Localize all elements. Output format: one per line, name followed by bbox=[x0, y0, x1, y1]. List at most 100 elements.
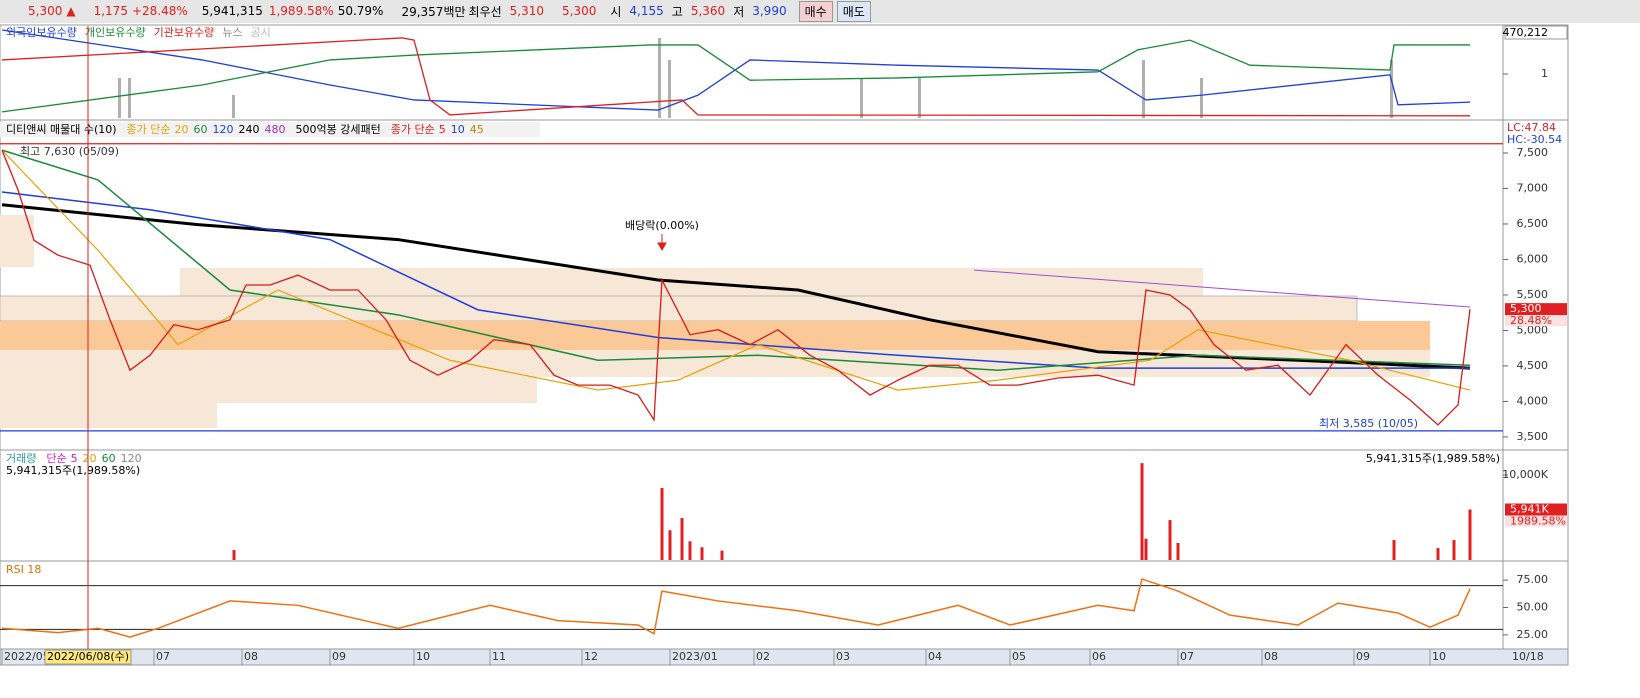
series-line bbox=[1, 39, 1470, 113]
info-left: 5,941,315주(1,989.58%) bbox=[6, 464, 140, 477]
legend-label: 45 bbox=[470, 123, 484, 136]
volume-bar bbox=[688, 541, 692, 560]
volume: 5,941,315 bbox=[201, 4, 263, 18]
legend-label: 60 bbox=[194, 123, 208, 136]
news-bar bbox=[1390, 60, 1393, 118]
x-axis-bg bbox=[0, 648, 1569, 666]
arrow: ▲ bbox=[66, 4, 76, 18]
series-line bbox=[973, 269, 1471, 308]
legend-label: 20 bbox=[83, 452, 97, 465]
amount: 29,357백만 bbox=[401, 4, 466, 19]
legend-label: 240 bbox=[239, 123, 260, 136]
x-tick-label: 02 bbox=[756, 650, 770, 663]
news-bar bbox=[1142, 60, 1145, 118]
volume-profile bbox=[0, 215, 1430, 428]
news-bar bbox=[118, 78, 121, 118]
y-tick-label: 4,000 bbox=[1517, 394, 1549, 407]
ex-dividend-label: 배당락(0.00%) bbox=[625, 219, 699, 232]
change-tag-bg bbox=[1505, 315, 1567, 327]
buy-button[interactable]: 매수 bbox=[798, 0, 833, 22]
volume-bar bbox=[660, 488, 664, 560]
volume-bar bbox=[1468, 509, 1472, 560]
last-tag-change: 28.48% bbox=[1510, 314, 1552, 327]
legend-label: 500억봉 강세패턴 bbox=[296, 123, 381, 136]
news-bar bbox=[232, 95, 235, 118]
best-label: 최우선 bbox=[468, 4, 502, 19]
open: 4,155 bbox=[629, 4, 664, 18]
cursor-label-bg bbox=[44, 649, 132, 665]
volume-bar bbox=[700, 547, 704, 560]
x-tick-label: 06 bbox=[1092, 650, 1106, 663]
news-bar bbox=[668, 60, 671, 118]
profile-band bbox=[0, 321, 1430, 350]
news-bar bbox=[918, 78, 921, 118]
y-tick-label: 50.00 bbox=[1517, 601, 1549, 614]
x-tick-label: 10 bbox=[416, 650, 430, 663]
legend-label: 10 bbox=[451, 123, 465, 136]
profile-band bbox=[0, 403, 217, 428]
price: 5,300 bbox=[28, 4, 63, 18]
lc-label: LC:47.84 bbox=[1507, 121, 1556, 134]
last-tag bbox=[1505, 503, 1567, 516]
x-tick-label: 09 bbox=[1356, 650, 1370, 663]
sell-button[interactable]: 매도 bbox=[836, 0, 871, 22]
volume-pct: 1,989.58% bbox=[268, 4, 334, 18]
legend-bg bbox=[0, 122, 540, 137]
low-label: 최저 3,585 (10/05) bbox=[1319, 417, 1418, 430]
change: 1,175 bbox=[93, 4, 128, 18]
ratio: 50.79% bbox=[337, 4, 384, 18]
volume-bar bbox=[1144, 538, 1148, 560]
series-line bbox=[1, 578, 1471, 638]
x-tick-label: 04 bbox=[928, 650, 942, 663]
top-label: 470,212 bbox=[1503, 26, 1549, 39]
legend-label: 5 bbox=[439, 123, 446, 136]
news-bar bbox=[658, 38, 661, 118]
volume-bar bbox=[1168, 520, 1172, 560]
legend-label: 단순 bbox=[46, 452, 66, 465]
series-line bbox=[1, 149, 1471, 371]
top-label-bg bbox=[1504, 25, 1568, 40]
legend-label: 5 bbox=[71, 452, 78, 465]
x-tick-label: 08 bbox=[244, 650, 258, 663]
volume-bar bbox=[1436, 548, 1440, 560]
x-tick-label: 08 bbox=[1264, 650, 1278, 663]
y-tick-label: 10,000K bbox=[1502, 468, 1548, 481]
series-line bbox=[1, 203, 1471, 370]
y-tick-label: 7,000 bbox=[1517, 181, 1549, 194]
y-tick-label: 7,500 bbox=[1517, 146, 1549, 159]
last-tag-label: 5,300 bbox=[1510, 302, 1542, 315]
news-bar bbox=[860, 78, 863, 118]
bid: 5,300 bbox=[562, 4, 597, 18]
y-tick-label: 6,500 bbox=[1517, 217, 1549, 230]
legend-label: 기관보유수량 bbox=[154, 26, 215, 39]
volume-bar bbox=[1140, 463, 1144, 560]
hc-label: HC:-30.54 bbox=[1507, 133, 1562, 146]
series-line bbox=[1, 29, 1471, 111]
legend-label: 거래량 bbox=[6, 452, 36, 465]
volume-bar bbox=[232, 549, 236, 560]
high-label: 최고 7,630 (05/09) bbox=[20, 145, 119, 158]
x-tick-label: 07 bbox=[156, 650, 170, 663]
news-bars bbox=[118, 38, 1393, 118]
volume-bar bbox=[720, 550, 724, 560]
ex-dividend-arrow bbox=[657, 234, 667, 252]
toolbar: 5,300 ▲ 1,175 +28.48% 5,941,315 1,989.58… bbox=[0, 0, 871, 22]
x-tick-label: 10 bbox=[1432, 650, 1446, 663]
x-tick-label: 05 bbox=[1012, 650, 1026, 663]
legend-label: 외국인보유수량 bbox=[6, 26, 77, 39]
x-tick-label: 2023/01 bbox=[672, 650, 718, 663]
end-label: 10/18 bbox=[1512, 650, 1544, 663]
y-tick-label: 5,500 bbox=[1517, 288, 1549, 301]
series-line bbox=[1, 37, 1471, 117]
low: 3,990 bbox=[752, 4, 787, 18]
high-label: 고 bbox=[671, 4, 683, 19]
volume-bar bbox=[668, 530, 672, 560]
legend-label: 480 bbox=[265, 123, 286, 136]
x-tick-label: 12 bbox=[584, 650, 598, 663]
y-tick-label: 75.00 bbox=[1517, 573, 1549, 586]
high: 5,360 bbox=[690, 4, 726, 18]
open-label: 시 bbox=[610, 4, 622, 19]
last-tag-label: 5,941K bbox=[1510, 503, 1549, 516]
